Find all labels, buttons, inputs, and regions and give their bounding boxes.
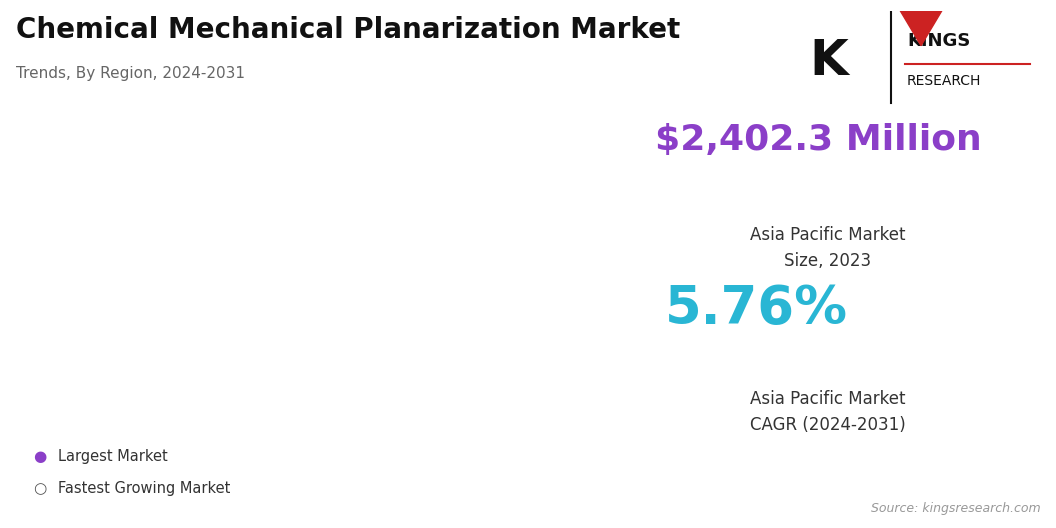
- Text: Chemical Mechanical Planarization Market: Chemical Mechanical Planarization Market: [16, 16, 680, 44]
- Text: Source: kingsresearch.com: Source: kingsresearch.com: [870, 502, 1040, 515]
- Text: Size, 2023: Size, 2023: [784, 252, 871, 270]
- Text: RESEARCH: RESEARCH: [907, 74, 981, 88]
- Text: Fastest Growing Market: Fastest Growing Market: [58, 481, 230, 496]
- Text: $2,402.3 Million: $2,402.3 Million: [655, 123, 981, 157]
- Text: KINGS: KINGS: [907, 32, 970, 50]
- Text: K: K: [810, 37, 848, 84]
- Text: Trends, By Region, 2024-2031: Trends, By Region, 2024-2031: [16, 66, 245, 81]
- Text: Asia Pacific Market: Asia Pacific Market: [750, 390, 905, 408]
- Text: ●: ●: [34, 449, 46, 464]
- Text: Asia Pacific Market: Asia Pacific Market: [750, 226, 905, 244]
- Text: CAGR (2024-2031): CAGR (2024-2031): [750, 416, 905, 434]
- Text: Largest Market: Largest Market: [58, 449, 168, 464]
- Polygon shape: [900, 11, 942, 46]
- Text: ○: ○: [34, 481, 46, 496]
- Text: 5.76%: 5.76%: [665, 283, 848, 335]
